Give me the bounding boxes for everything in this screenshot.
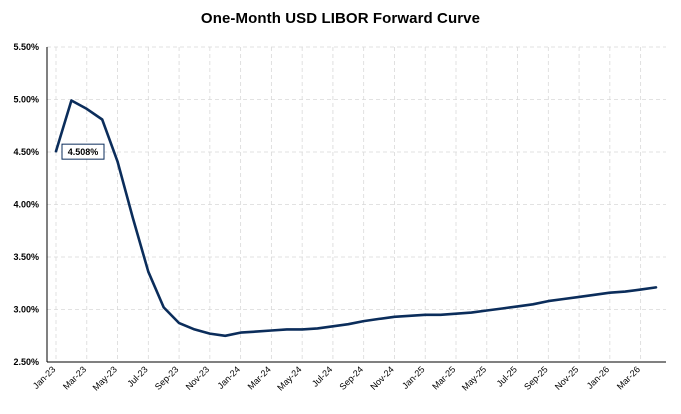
data-point <box>147 271 149 273</box>
x-tick-label: Mar-24 <box>246 364 273 391</box>
callout-box <box>61 143 105 160</box>
data-point <box>270 329 272 331</box>
data-point <box>332 325 334 327</box>
data-label: 4.508% <box>68 147 99 157</box>
annotation-layer: 4.508% <box>61 143 105 160</box>
data-point <box>301 328 303 330</box>
data-point <box>516 305 518 307</box>
data-point <box>86 108 88 110</box>
x-tick-label: Sep-25 <box>522 364 550 392</box>
data-point <box>347 323 349 325</box>
data-point <box>593 294 595 296</box>
data-point <box>362 320 364 322</box>
x-tick-label: Jan-26 <box>585 364 612 391</box>
data-point <box>101 118 103 120</box>
y-tick-label: 4.50% <box>13 147 39 157</box>
data-point <box>224 335 226 337</box>
series-layer <box>54 99 658 338</box>
data-point <box>470 311 472 313</box>
chart-title: One-Month USD LIBOR Forward Curve <box>200 10 481 27</box>
axes <box>46 47 666 363</box>
x-tick-label: Jul-23 <box>125 364 149 388</box>
data-point <box>70 99 72 101</box>
data-point <box>409 315 411 317</box>
data-point <box>455 313 457 315</box>
data-point <box>255 330 257 332</box>
data-point <box>424 314 426 316</box>
x-tick-label: Nov-23 <box>184 364 212 392</box>
x-tick-label: Mar-23 <box>61 364 88 391</box>
data-point <box>239 331 241 333</box>
x-tick-label: May-25 <box>460 364 488 392</box>
x-tick-label: Jul-25 <box>495 364 519 388</box>
x-tick-label: May-23 <box>91 364 119 392</box>
data-point <box>178 322 180 324</box>
x-tick-label: May-24 <box>275 364 303 392</box>
y-axis-ticks: 2.50% 3.00% 3.50% 4.00% 4.50% 5.00% 5.50% <box>13 42 39 367</box>
y-tick-label: 4.00% <box>13 200 39 210</box>
x-tick-label: Jul-24 <box>310 364 334 388</box>
x-tick-label: Nov-24 <box>368 364 396 392</box>
x-tick-label: Sep-24 <box>338 364 366 392</box>
data-point <box>639 288 641 290</box>
data-point <box>624 290 626 292</box>
x-tick-label: Nov-25 <box>553 364 581 392</box>
x-axis-ticks: Jan-23 Mar-23 May-23 Jul-23 Sep-23 Nov-23 Jan-… <box>31 364 642 392</box>
data-point <box>286 328 288 330</box>
x-tick-label: Jan-25 <box>400 364 427 391</box>
x-tick-label: Jan-23 <box>31 364 58 391</box>
data-point <box>55 150 57 152</box>
data-point <box>609 292 611 294</box>
data-point <box>562 298 564 300</box>
series-line <box>54 99 658 338</box>
data-point <box>393 316 395 318</box>
data-point <box>378 318 380 320</box>
data-point <box>578 296 580 298</box>
x-tick-label: Mar-25 <box>430 364 457 391</box>
x-tick-label: Jan-24 <box>215 364 242 391</box>
data-point <box>193 328 195 330</box>
y-tick-label: 5.50% <box>13 42 39 52</box>
data-point <box>162 306 164 308</box>
data-point <box>439 314 441 316</box>
data-point <box>116 160 118 162</box>
data-point <box>132 217 134 219</box>
y-tick-label: 3.00% <box>13 305 39 315</box>
data-point <box>655 286 657 288</box>
data-point <box>547 300 549 302</box>
data-point <box>532 303 534 305</box>
x-tick-label: Mar-26 <box>615 364 642 391</box>
data-point <box>501 307 503 309</box>
y-tick-label: 3.50% <box>13 252 39 262</box>
y-tick-label: 2.50% <box>13 357 39 367</box>
data-point <box>209 332 211 334</box>
data-point <box>486 309 488 311</box>
x-tick-label: Sep-23 <box>153 364 181 392</box>
data-point <box>316 327 318 329</box>
y-tick-label: 5.00% <box>13 95 39 105</box>
gridlines <box>47 46 666 362</box>
